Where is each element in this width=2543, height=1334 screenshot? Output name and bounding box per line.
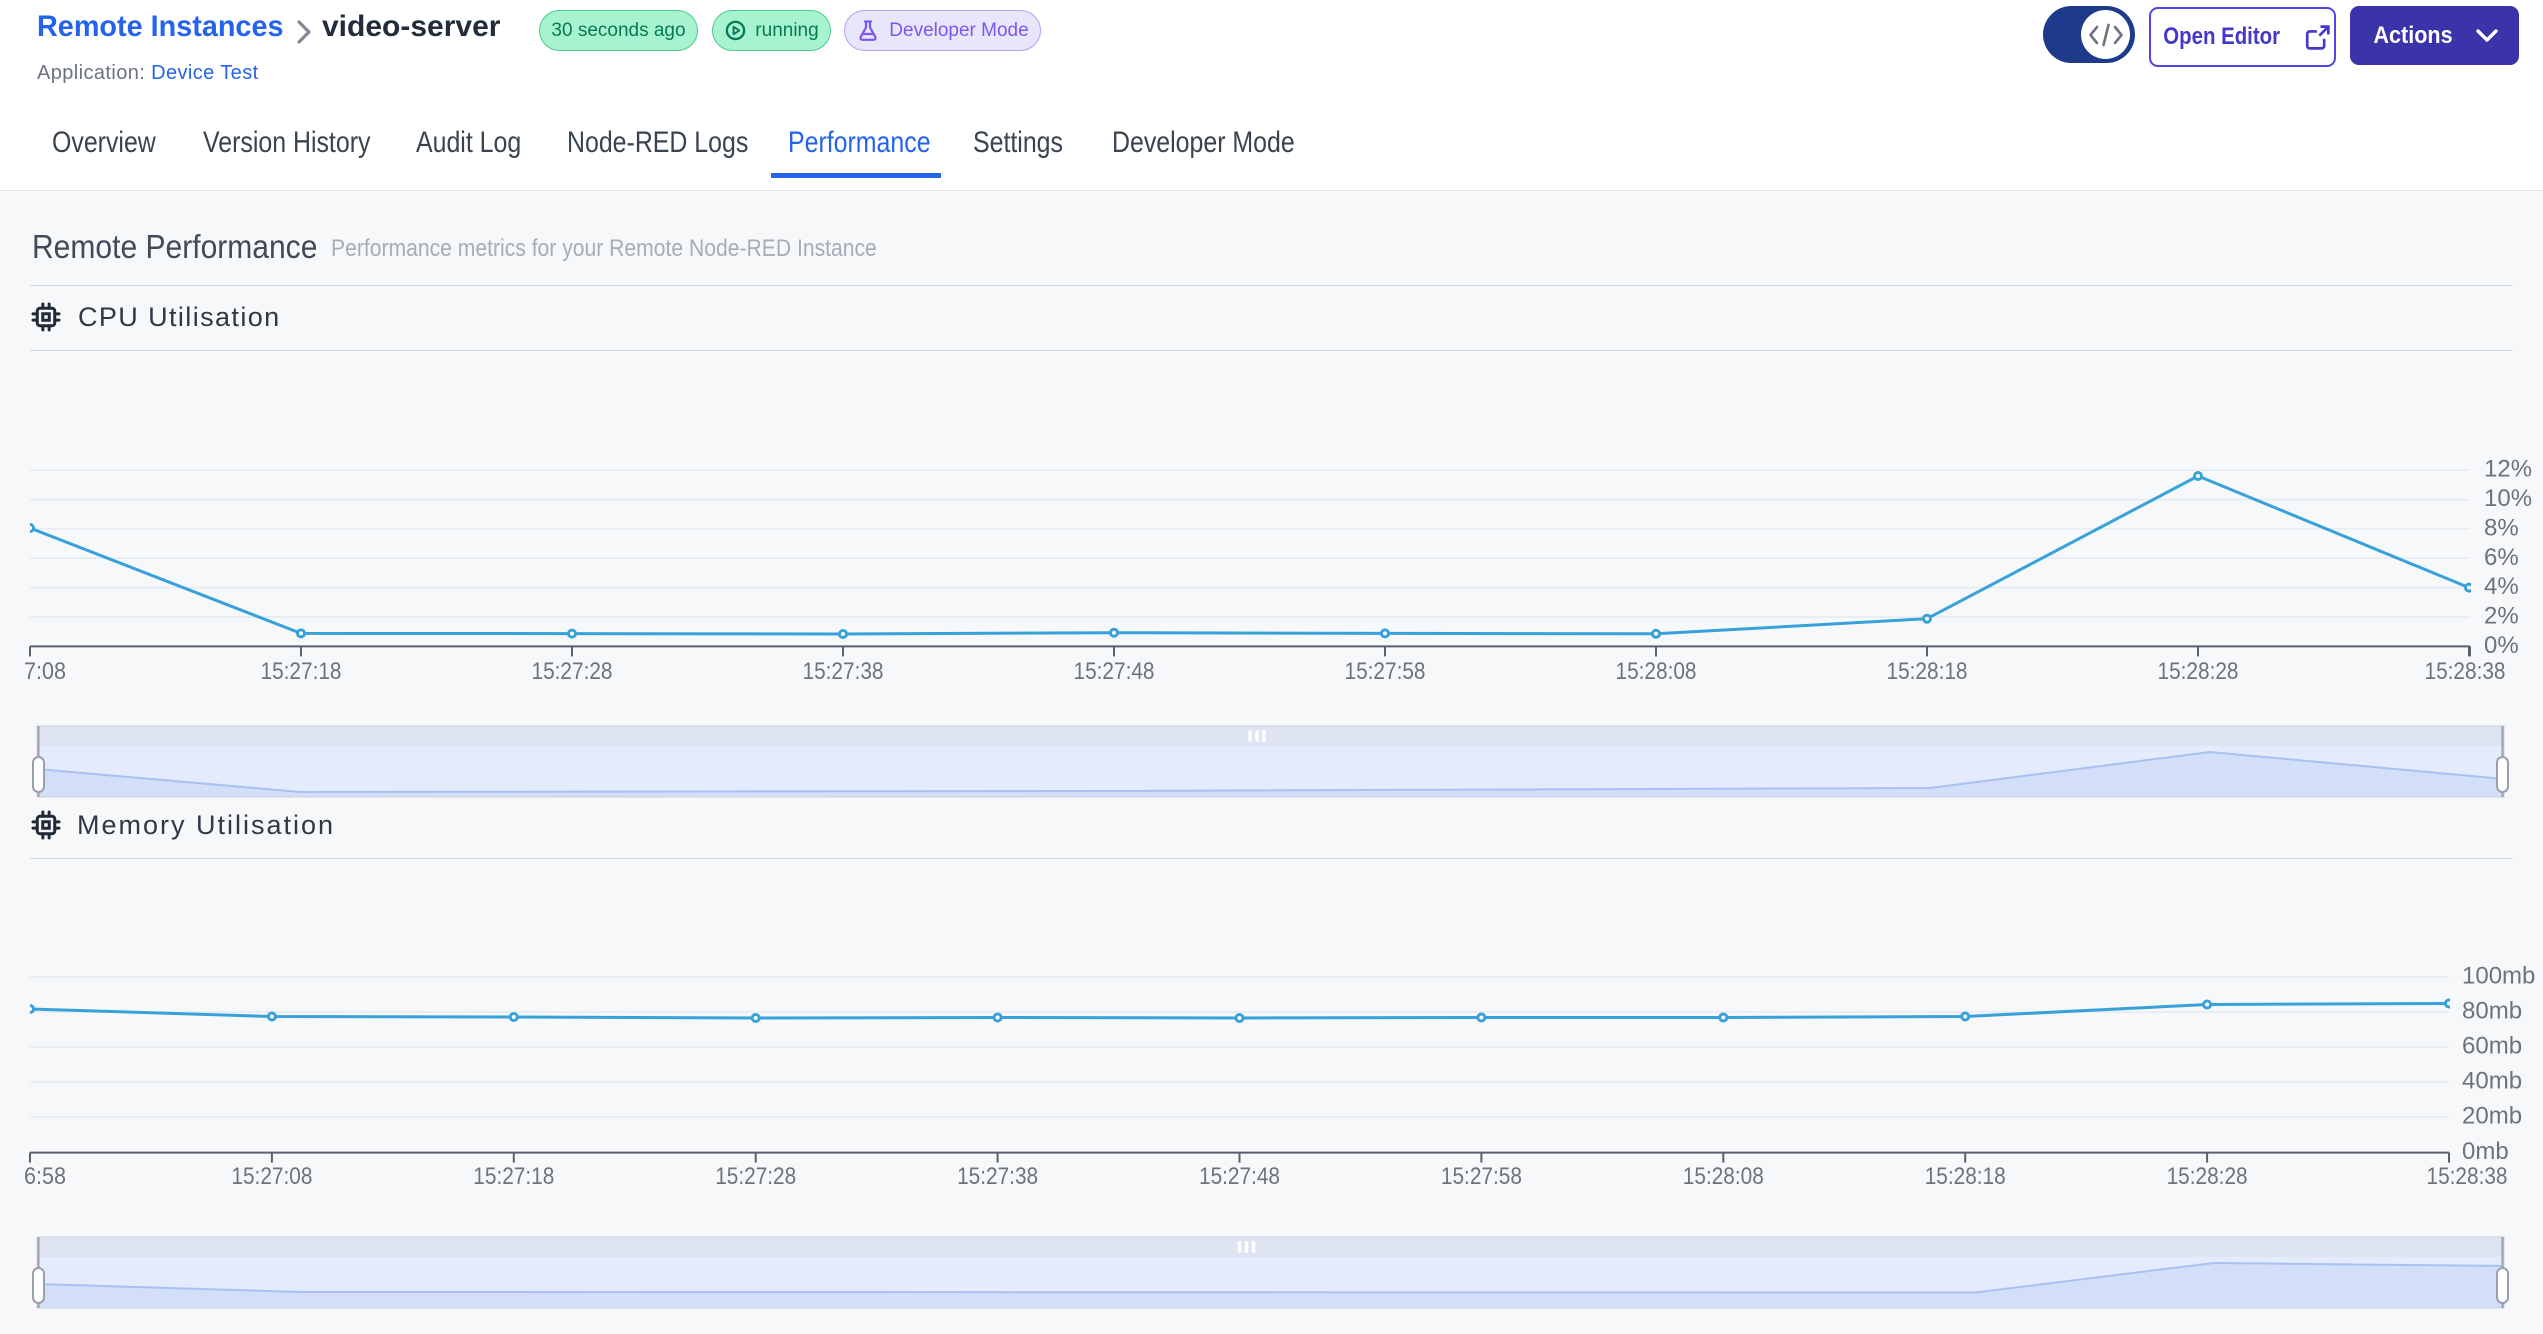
svg-text:100mb: 100mb xyxy=(2462,963,2535,990)
svg-text:10%: 10% xyxy=(2484,485,2532,512)
svg-text:15:27:38: 15:27:38 xyxy=(803,658,884,685)
svg-text:15:27:48: 15:27:48 xyxy=(1199,1163,1280,1190)
svg-text:15:28:28: 15:28:28 xyxy=(2158,658,2239,685)
svg-text:7:08: 7:08 xyxy=(24,658,66,685)
svg-text:0mb: 0mb xyxy=(2462,1138,2509,1165)
svg-text:12%: 12% xyxy=(2484,456,2532,483)
svg-text:15:27:28: 15:27:28 xyxy=(715,1163,796,1190)
svg-text:4%: 4% xyxy=(2484,573,2519,600)
svg-text:15:27:08: 15:27:08 xyxy=(231,1163,312,1190)
svg-text:15:28:08: 15:28:08 xyxy=(1683,1163,1764,1190)
svg-text:40mb: 40mb xyxy=(2462,1068,2522,1095)
svg-text:0%: 0% xyxy=(2484,632,2519,659)
svg-text:15:28:28: 15:28:28 xyxy=(2167,1163,2248,1190)
svg-text:15:28:08: 15:28:08 xyxy=(1616,658,1697,685)
svg-text:8%: 8% xyxy=(2484,514,2519,541)
svg-text:15:28:18: 15:28:18 xyxy=(1925,1163,2006,1190)
svg-text:15:27:18: 15:27:18 xyxy=(473,1163,554,1190)
svg-text:20mb: 20mb xyxy=(2462,1103,2522,1130)
svg-text:80mb: 80mb xyxy=(2462,998,2522,1025)
svg-text:2%: 2% xyxy=(2484,603,2519,630)
svg-text:15:28:18: 15:28:18 xyxy=(1887,658,1968,685)
svg-text:15:28:38: 15:28:38 xyxy=(2427,1163,2508,1190)
svg-text:15:27:28: 15:27:28 xyxy=(532,658,613,685)
svg-text:15:27:58: 15:27:58 xyxy=(1345,658,1426,685)
svg-text:15:27:18: 15:27:18 xyxy=(261,658,342,685)
svg-text:15:27:38: 15:27:38 xyxy=(957,1163,1038,1190)
svg-text:15:27:48: 15:27:48 xyxy=(1074,658,1155,685)
svg-text:60mb: 60mb xyxy=(2462,1033,2522,1060)
svg-text:6:58: 6:58 xyxy=(24,1163,66,1190)
svg-text:15:27:58: 15:27:58 xyxy=(1441,1163,1522,1190)
svg-text:6%: 6% xyxy=(2484,544,2519,571)
svg-text:15:28:38: 15:28:38 xyxy=(2425,658,2506,685)
